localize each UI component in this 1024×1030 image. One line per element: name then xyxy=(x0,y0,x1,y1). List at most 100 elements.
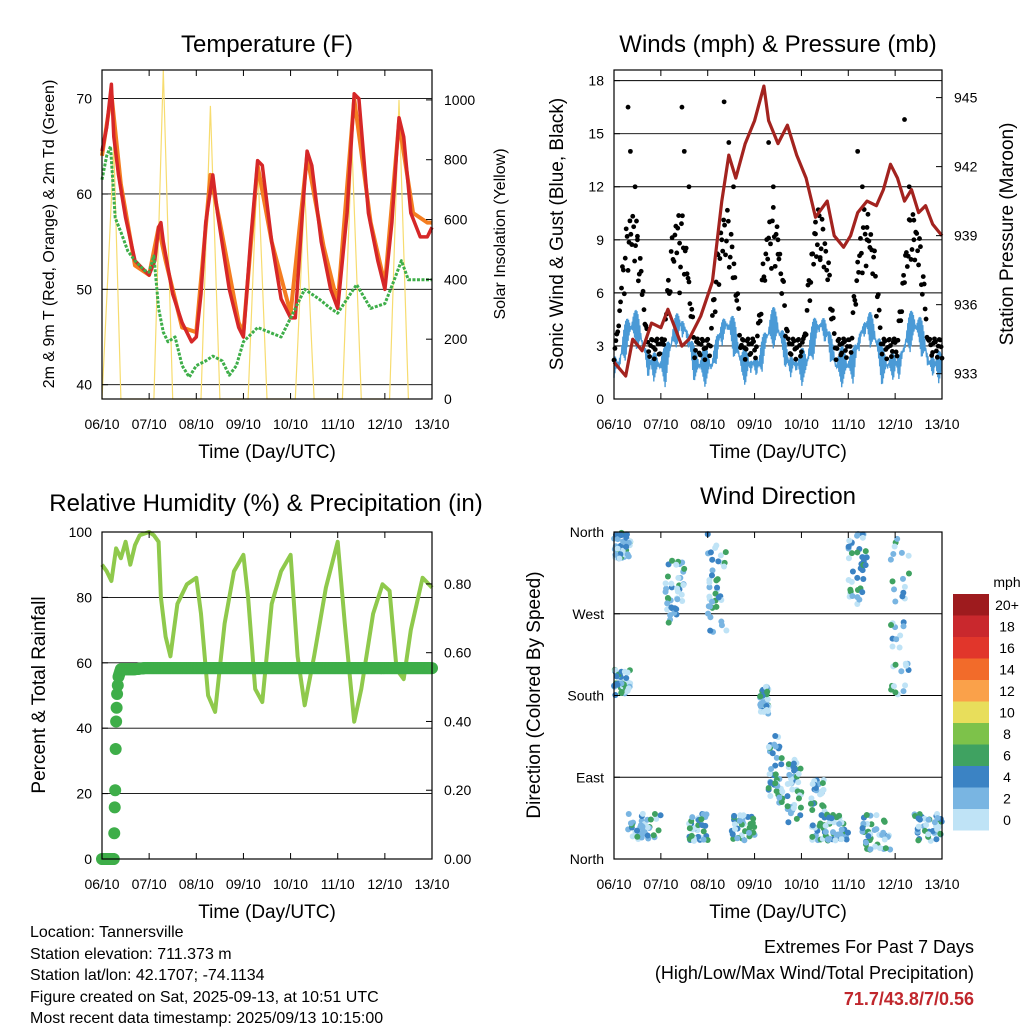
gust-point xyxy=(719,237,725,243)
direction-point xyxy=(793,815,800,822)
direction-point xyxy=(750,829,757,836)
direction-point xyxy=(669,557,676,564)
direction-point xyxy=(778,799,785,806)
direction-point xyxy=(902,682,909,689)
direction-point xyxy=(822,822,829,829)
direction-point xyxy=(871,827,878,834)
gust-point xyxy=(871,254,876,260)
gust-point xyxy=(922,306,928,312)
x-tick-label: 13/10 xyxy=(924,876,959,892)
direction-point xyxy=(863,812,870,819)
direction-point xyxy=(665,619,672,626)
gust-point xyxy=(894,353,900,359)
y-tick-label: North xyxy=(570,524,604,540)
direction-point xyxy=(795,779,802,786)
direction-point xyxy=(776,794,783,801)
gust-point xyxy=(634,218,639,224)
gust-point xyxy=(679,221,684,227)
humidity-title: Relative Humidity (%) & Precipitation (i… xyxy=(49,490,482,517)
gust-point xyxy=(902,117,907,122)
gust-point xyxy=(814,254,819,260)
gust-point xyxy=(914,231,920,236)
gust-point xyxy=(638,268,644,274)
gust-point xyxy=(731,184,736,190)
gust-point xyxy=(616,323,622,329)
y2-tick-label: 0.40 xyxy=(444,713,471,729)
x-tick-label: 12/10 xyxy=(878,416,913,432)
direction-point xyxy=(826,814,833,821)
gust-point xyxy=(620,267,626,273)
gust-point xyxy=(849,335,855,341)
gust-point xyxy=(631,224,637,230)
gust-point xyxy=(904,264,910,269)
gust-point xyxy=(622,255,628,261)
gust-point xyxy=(796,336,802,342)
direction-point xyxy=(616,555,623,562)
direction-point xyxy=(721,563,728,570)
direction-point xyxy=(890,550,897,557)
gust-point xyxy=(873,273,878,279)
gust-point xyxy=(905,253,911,259)
direction-point xyxy=(707,549,714,556)
gust-point xyxy=(912,257,918,263)
direction-point xyxy=(795,795,802,802)
winds-xlabel: Time (Day/UTC) xyxy=(709,442,847,463)
direction-point xyxy=(706,584,713,591)
gust-point xyxy=(681,148,687,154)
x-tick-label: 10/10 xyxy=(273,876,308,892)
gust-point xyxy=(851,294,857,299)
gust-point xyxy=(722,222,727,228)
direction-point xyxy=(750,815,757,822)
gust-point xyxy=(774,224,780,230)
elevation-text: Station elevation: 711.373 m xyxy=(30,945,232,963)
direction-point xyxy=(819,802,826,809)
gust-point xyxy=(708,343,713,349)
legend-swatch xyxy=(953,615,989,637)
gust-point xyxy=(758,311,764,317)
direction-point xyxy=(896,644,903,651)
gust-point xyxy=(906,184,912,190)
x-tick-label: 11/10 xyxy=(831,876,865,892)
gust-point xyxy=(753,355,758,361)
direction-point xyxy=(766,771,773,778)
x-tick-label: 10/10 xyxy=(784,876,819,892)
gust-point xyxy=(740,337,746,343)
gust-point xyxy=(776,256,782,262)
direction-point xyxy=(785,819,792,826)
gust-point xyxy=(911,217,917,223)
precip-point xyxy=(111,679,124,692)
direction-point xyxy=(790,760,797,767)
direction-point xyxy=(688,832,695,839)
winds-ylabel: Sonic Wind & Gust (Blue, Black) xyxy=(547,98,568,370)
precip-point xyxy=(110,701,123,714)
direction-point xyxy=(740,812,747,819)
direction-point xyxy=(651,810,658,817)
x-tick-label: 11/10 xyxy=(831,416,865,432)
direction-point xyxy=(698,816,705,823)
gust-point xyxy=(723,252,728,258)
direction-point xyxy=(709,598,716,605)
direction-point xyxy=(745,829,752,836)
gust-point xyxy=(866,238,872,244)
y2-tick-label: 0.80 xyxy=(444,576,471,592)
direction-point xyxy=(708,572,715,579)
direction-point xyxy=(879,832,886,839)
x-tick-label: 12/10 xyxy=(878,876,913,892)
gust-point xyxy=(705,336,711,342)
direction-point xyxy=(833,831,840,838)
direction-point xyxy=(731,812,738,819)
legend-label: 16 xyxy=(999,640,1015,656)
direction-point xyxy=(797,765,804,772)
winds-x-ticks: 06/10 07/10 08/10 09/10 10/10 11/10 12/10 13/10 xyxy=(596,70,960,432)
gust-point xyxy=(858,235,863,241)
y2-tick-label: 933 xyxy=(954,366,978,382)
gust-point xyxy=(921,281,927,287)
gust-point xyxy=(899,309,905,315)
x-tick-label: 09/10 xyxy=(737,416,772,432)
direction-point xyxy=(795,770,802,777)
gust-point xyxy=(707,353,712,359)
direction-point xyxy=(845,829,852,836)
extremes-heading: Extremes For Past 7 Days xyxy=(763,937,974,957)
direction-point xyxy=(717,552,724,559)
gust-point xyxy=(629,242,635,247)
